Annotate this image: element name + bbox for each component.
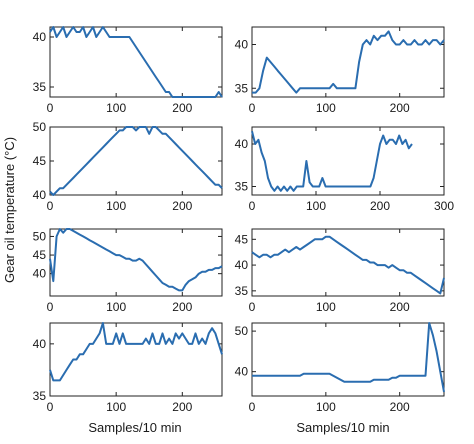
series-line [252, 30, 445, 94]
y-tick-label: 40 [235, 365, 249, 379]
panel-5: 0 100 200 40 45 50 [33, 228, 223, 314]
x-tick-label: 100 [316, 300, 336, 314]
x-tick-label: 0 [249, 101, 256, 115]
panel-1: 0 100 200 35 40 [33, 26, 223, 115]
x-tick-label: 200 [370, 199, 390, 213]
x-tick-label: 200 [172, 400, 192, 414]
series-line [49, 228, 223, 292]
y-tick-label: 40 [33, 188, 47, 202]
x-tick-label: 300 [434, 199, 454, 213]
series-line [251, 235, 445, 295]
panel-frame [49, 26, 223, 98]
y-axis-label: Gear oil temperature (°C) [2, 137, 17, 283]
y-tick-label: 45 [33, 154, 47, 168]
y-tick-label: 35 [235, 81, 249, 95]
panel-frame [49, 126, 223, 196]
x-tick-label: 100 [316, 400, 336, 414]
x-tick-label: 200 [172, 101, 192, 115]
x-tick-label: 200 [390, 300, 410, 314]
x-tick-label: 0 [249, 300, 256, 314]
x-tick-label: 200 [390, 101, 410, 115]
x-tick-label: 100 [106, 101, 126, 115]
y-tick-label: 35 [235, 180, 249, 194]
y-tick-label: 45 [33, 248, 47, 262]
y-tick-label: 50 [33, 229, 47, 243]
series-line [252, 322, 445, 393]
x-axis-label-right: Samples/10 min [296, 420, 389, 435]
y-tick-label: 40 [235, 137, 249, 151]
series-line [251, 131, 413, 192]
y-tick-label: 35 [33, 389, 47, 403]
x-tick-label: 0 [249, 400, 256, 414]
x-tick-label: 100 [106, 400, 126, 414]
x-tick-label: 0 [47, 101, 54, 115]
x-tick-label: 100 [316, 101, 336, 115]
series-line [49, 26, 223, 98]
x-tick-label: 0 [47, 300, 54, 314]
x-tick-label: 100 [106, 300, 126, 314]
y-tick-label: 40 [33, 267, 47, 281]
series-line [49, 126, 223, 196]
panel-frame [49, 228, 223, 297]
panel-7: 0 100 200 35 40 [33, 322, 223, 414]
panel-8: 0 100 200 40 50 [235, 322, 445, 414]
panel-4: 0 100 200 300 35 40 [235, 126, 454, 213]
x-tick-label: 200 [172, 300, 192, 314]
x-axis-label-left: Samples/10 min [88, 420, 181, 435]
panel-frame [251, 126, 445, 196]
x-tick-label: 0 [47, 400, 54, 414]
panel-6: 0 100 200 35 40 45 [235, 228, 445, 314]
x-tick-label: 100 [306, 199, 326, 213]
x-tick-label: 100 [106, 199, 126, 213]
panel-2: 0 100 200 35 40 [235, 26, 445, 115]
y-tick-label: 40 [33, 30, 47, 44]
series-line [49, 322, 223, 382]
y-tick-label: 50 [33, 120, 47, 134]
y-tick-label: 40 [33, 337, 47, 351]
panel-frame [251, 26, 445, 98]
panel-frame [251, 228, 445, 297]
y-tick-label: 40 [235, 258, 249, 272]
y-tick-label: 45 [235, 232, 249, 246]
x-tick-label: 200 [390, 400, 410, 414]
y-tick-label: 35 [235, 284, 249, 298]
panel-frame [49, 322, 223, 397]
y-tick-label: 40 [235, 38, 249, 52]
x-tick-label: 0 [47, 199, 54, 213]
x-tick-label: 200 [172, 199, 192, 213]
panel-frame [251, 322, 445, 397]
y-tick-label: 35 [33, 80, 47, 94]
x-tick-label: 0 [249, 199, 256, 213]
y-tick-label: 50 [235, 324, 249, 338]
panel-3: 0 100 200 40 45 50 [33, 120, 223, 213]
